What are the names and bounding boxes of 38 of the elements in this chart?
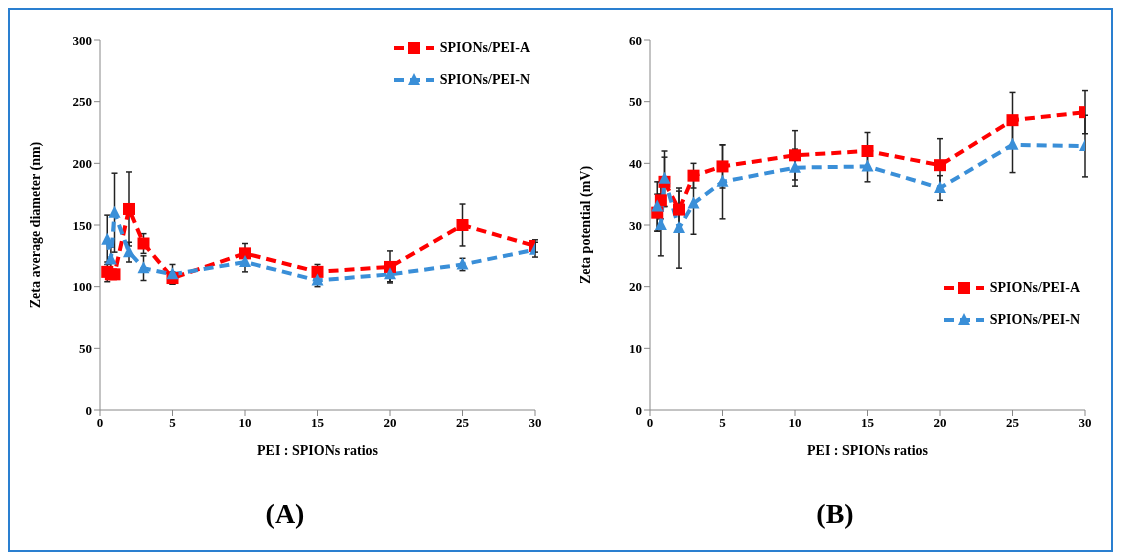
- x-tick-label: 0: [96, 415, 104, 431]
- x-tick-label: 20: [933, 415, 947, 431]
- x-tick-label: 25: [456, 415, 470, 431]
- x-tick-label: 15: [861, 415, 875, 431]
- x-tick-label: 30: [1078, 415, 1092, 431]
- y-axis-title: Zeta average diameter (nm): [27, 141, 44, 309]
- y-tick-label: 300: [72, 32, 92, 48]
- x-tick-label: 0: [646, 415, 654, 431]
- y-tick-label: 100: [72, 279, 92, 295]
- y-tick-label: 0: [85, 402, 92, 418]
- legend-label: SPIONs/PEI-N: [439, 72, 530, 88]
- y-tick-label: 30: [629, 217, 642, 233]
- y-tick-label: 0: [635, 402, 642, 418]
- legend-label: SPIONs/PEI-A: [989, 280, 1080, 296]
- y-tick-label: 150: [72, 217, 92, 233]
- x-tick-label: 20: [383, 415, 397, 431]
- x-axis-title: PEI : SPIONs ratios: [257, 443, 379, 458]
- y-tick-label: 200: [72, 155, 92, 171]
- y-axis-title: Zeta potential (mV): [577, 165, 594, 285]
- y-tick-label: 60: [629, 32, 642, 48]
- x-tick-label: 5: [719, 415, 727, 431]
- y-tick-label: 40: [629, 155, 642, 171]
- x-tick-label: 10: [238, 415, 252, 431]
- x-tick-label: 30: [528, 415, 542, 431]
- text: (A): [264, 498, 306, 530]
- y-tick-label: 50: [629, 94, 642, 110]
- x-tick-label: 25: [1006, 415, 1020, 431]
- legend-label: SPIONs/PEI-A: [439, 40, 530, 56]
- x-tick-label: 5: [169, 415, 177, 431]
- y-tick-label: 10: [629, 340, 642, 356]
- y-tick-label: 250: [72, 94, 92, 110]
- y-tick-label: 50: [79, 340, 92, 356]
- text: (B): [815, 498, 855, 530]
- legend-label: SPIONs/PEI-N: [989, 312, 1080, 328]
- x-tick-label: 10: [788, 415, 802, 431]
- x-axis-title: PEI : SPIONs ratios: [807, 443, 929, 458]
- x-tick-label: 15: [311, 415, 325, 431]
- y-tick-label: 20: [629, 279, 642, 295]
